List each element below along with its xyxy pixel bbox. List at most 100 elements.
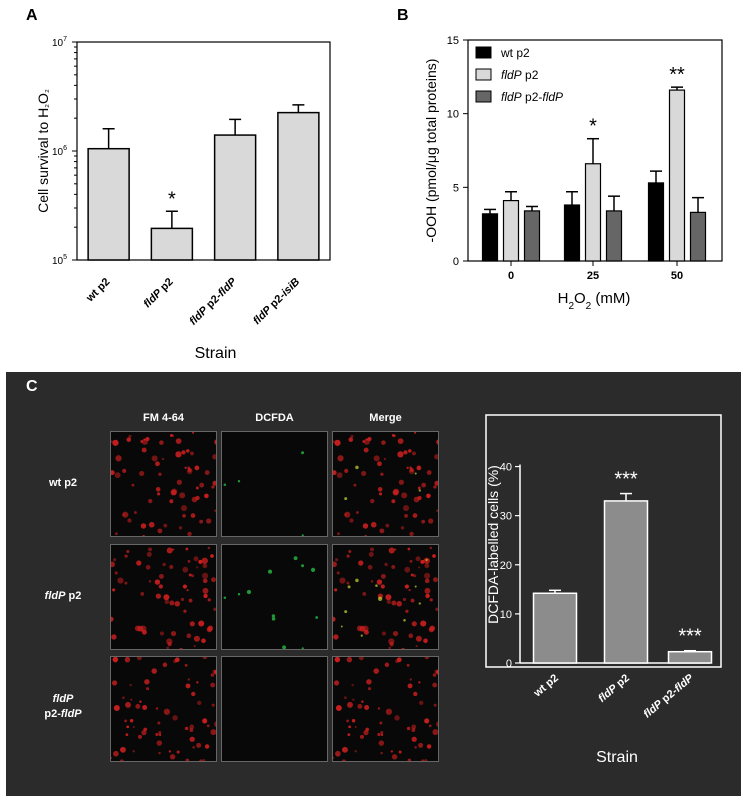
cell-green xyxy=(237,480,241,483)
cell-red xyxy=(436,509,438,512)
cell-red xyxy=(385,708,393,715)
cell-red xyxy=(213,607,216,611)
cell-red xyxy=(112,439,119,446)
cell-red xyxy=(424,718,430,724)
cell-red xyxy=(380,731,384,735)
cell-red xyxy=(400,526,405,530)
cell-red xyxy=(334,657,341,663)
cell-red xyxy=(407,683,413,689)
cell-red xyxy=(405,609,409,613)
cell-red xyxy=(432,729,438,736)
cell-red xyxy=(398,479,405,485)
cell-green xyxy=(344,497,348,501)
cell-red xyxy=(361,470,367,477)
cell-red xyxy=(369,547,375,552)
panel-b-xtick-label: 25 xyxy=(587,270,599,282)
cell-red xyxy=(391,499,396,504)
cell-red xyxy=(363,447,369,453)
cell-green xyxy=(360,634,363,637)
cell-red xyxy=(351,683,354,687)
cell-red xyxy=(388,547,395,554)
cell-red xyxy=(397,451,404,458)
cell-red xyxy=(426,470,432,476)
cell-red xyxy=(169,564,174,569)
panel-c-ytick-label: 30 xyxy=(500,511,512,523)
cell-red xyxy=(141,730,147,736)
cell-red xyxy=(362,523,369,529)
cell-red xyxy=(386,599,392,605)
cell-red xyxy=(114,472,121,479)
panel-c-xtick-label: wt p2 xyxy=(531,672,561,700)
panel-b-bar xyxy=(647,182,665,262)
cell-red xyxy=(403,450,408,455)
cell-red xyxy=(404,566,411,573)
cell-red xyxy=(185,683,191,689)
cell-red xyxy=(183,609,187,613)
cell-red xyxy=(158,573,164,579)
cell-red xyxy=(394,715,400,721)
cell-red xyxy=(377,707,381,710)
cell-red xyxy=(337,455,344,462)
cell-red xyxy=(111,634,117,640)
cell-red xyxy=(143,438,146,441)
cell-red xyxy=(172,715,178,721)
cell-red xyxy=(402,597,407,602)
cell-green xyxy=(403,618,406,622)
cell-green xyxy=(271,614,276,618)
cell-red xyxy=(380,733,384,737)
cell-red xyxy=(424,572,431,579)
panel-b-ylabel: -OOH (pmol/μg total proteins) xyxy=(423,59,439,243)
cell-red xyxy=(155,593,162,599)
cell-red xyxy=(157,721,161,725)
cell-red xyxy=(336,571,340,575)
panel-c-ytick-label: 0 xyxy=(506,658,512,670)
panel-b-significance: ** xyxy=(669,64,685,86)
cell-red xyxy=(381,631,386,636)
cell-red xyxy=(145,564,151,570)
cell-red xyxy=(421,482,427,488)
cell-red xyxy=(367,564,373,570)
panel-b-significance: * xyxy=(589,116,597,138)
cell-red xyxy=(155,732,159,737)
micro-wt-fm464 xyxy=(110,431,217,537)
cell-green xyxy=(301,534,304,536)
panel-a-bar xyxy=(150,227,194,261)
cell-red xyxy=(347,701,353,708)
micro-fldp-fm464 xyxy=(110,544,217,650)
cell-red xyxy=(411,621,417,627)
panel-a-bar xyxy=(277,111,320,261)
row-label-wt: wt p2 xyxy=(48,477,78,489)
cell-red xyxy=(163,594,170,601)
panel-b-xlabel: H2O2 (mM) xyxy=(558,290,631,312)
cell-red xyxy=(385,523,390,528)
panel-c-bar xyxy=(532,592,578,664)
cell-red xyxy=(154,579,161,585)
cell-red xyxy=(346,719,350,723)
cell-red xyxy=(409,468,414,472)
panel-a-bar xyxy=(213,134,257,261)
cell-red xyxy=(113,705,120,711)
cell-red xyxy=(158,733,162,737)
cell-red xyxy=(344,696,347,700)
cell-red xyxy=(392,434,395,437)
cells-comp-merge xyxy=(333,657,438,761)
cell-red xyxy=(212,480,216,486)
cell-red xyxy=(407,547,411,551)
cell-red xyxy=(384,562,388,567)
cell-red xyxy=(195,495,200,501)
cell-red xyxy=(129,683,132,687)
cell-red xyxy=(199,759,203,761)
cell-red xyxy=(170,489,177,496)
cell-red xyxy=(122,696,125,700)
cell-red xyxy=(380,751,383,755)
cell-red xyxy=(211,703,215,707)
panel-b-ytick-label: 10 xyxy=(447,109,459,121)
cell-red xyxy=(424,657,430,660)
cell-red xyxy=(202,718,208,724)
cell-red xyxy=(114,571,118,575)
cell-red xyxy=(184,664,188,667)
cell-red xyxy=(201,638,206,644)
cell-red xyxy=(148,580,152,583)
cell-red xyxy=(358,657,364,661)
